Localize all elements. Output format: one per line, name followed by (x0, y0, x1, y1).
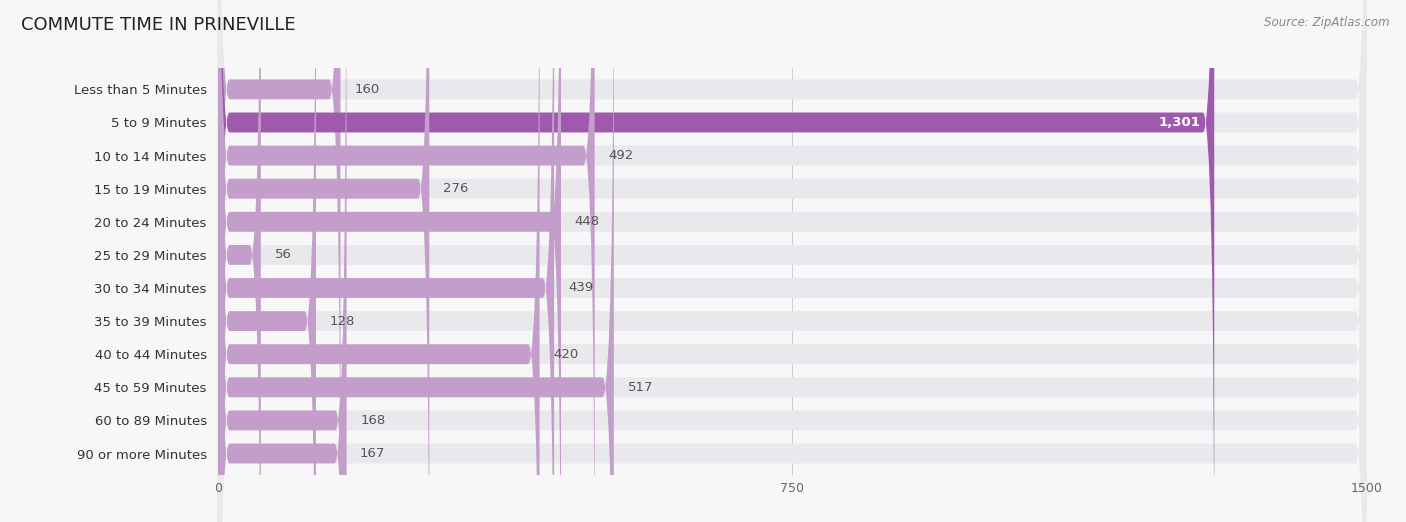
Text: 517: 517 (627, 381, 654, 394)
FancyBboxPatch shape (218, 0, 262, 522)
Text: 492: 492 (609, 149, 634, 162)
Text: 420: 420 (554, 348, 579, 361)
FancyBboxPatch shape (218, 0, 429, 522)
FancyBboxPatch shape (218, 0, 540, 522)
Text: 167: 167 (360, 447, 385, 460)
FancyBboxPatch shape (218, 0, 554, 522)
FancyBboxPatch shape (218, 0, 595, 522)
FancyBboxPatch shape (218, 0, 1367, 522)
FancyBboxPatch shape (218, 0, 316, 522)
FancyBboxPatch shape (218, 0, 1367, 522)
Text: 1,301: 1,301 (1159, 116, 1201, 129)
Text: 128: 128 (330, 315, 356, 328)
FancyBboxPatch shape (218, 0, 614, 522)
FancyBboxPatch shape (218, 0, 1367, 522)
FancyBboxPatch shape (218, 0, 1367, 522)
FancyBboxPatch shape (218, 0, 346, 522)
FancyBboxPatch shape (218, 0, 1215, 522)
FancyBboxPatch shape (218, 0, 1367, 522)
FancyBboxPatch shape (218, 0, 1367, 522)
Text: 56: 56 (274, 248, 291, 262)
Text: 168: 168 (360, 414, 385, 427)
FancyBboxPatch shape (218, 0, 1367, 522)
FancyBboxPatch shape (218, 0, 347, 522)
FancyBboxPatch shape (218, 0, 340, 522)
Text: COMMUTE TIME IN PRINEVILLE: COMMUTE TIME IN PRINEVILLE (21, 16, 295, 33)
FancyBboxPatch shape (218, 0, 1367, 522)
FancyBboxPatch shape (218, 0, 561, 522)
Text: 439: 439 (568, 281, 593, 294)
FancyBboxPatch shape (218, 0, 1367, 522)
Text: 160: 160 (354, 83, 380, 96)
FancyBboxPatch shape (218, 0, 1367, 522)
Text: 448: 448 (575, 215, 600, 228)
FancyBboxPatch shape (218, 0, 1367, 522)
Text: Source: ZipAtlas.com: Source: ZipAtlas.com (1264, 16, 1389, 29)
Text: 276: 276 (443, 182, 468, 195)
FancyBboxPatch shape (218, 0, 1367, 522)
